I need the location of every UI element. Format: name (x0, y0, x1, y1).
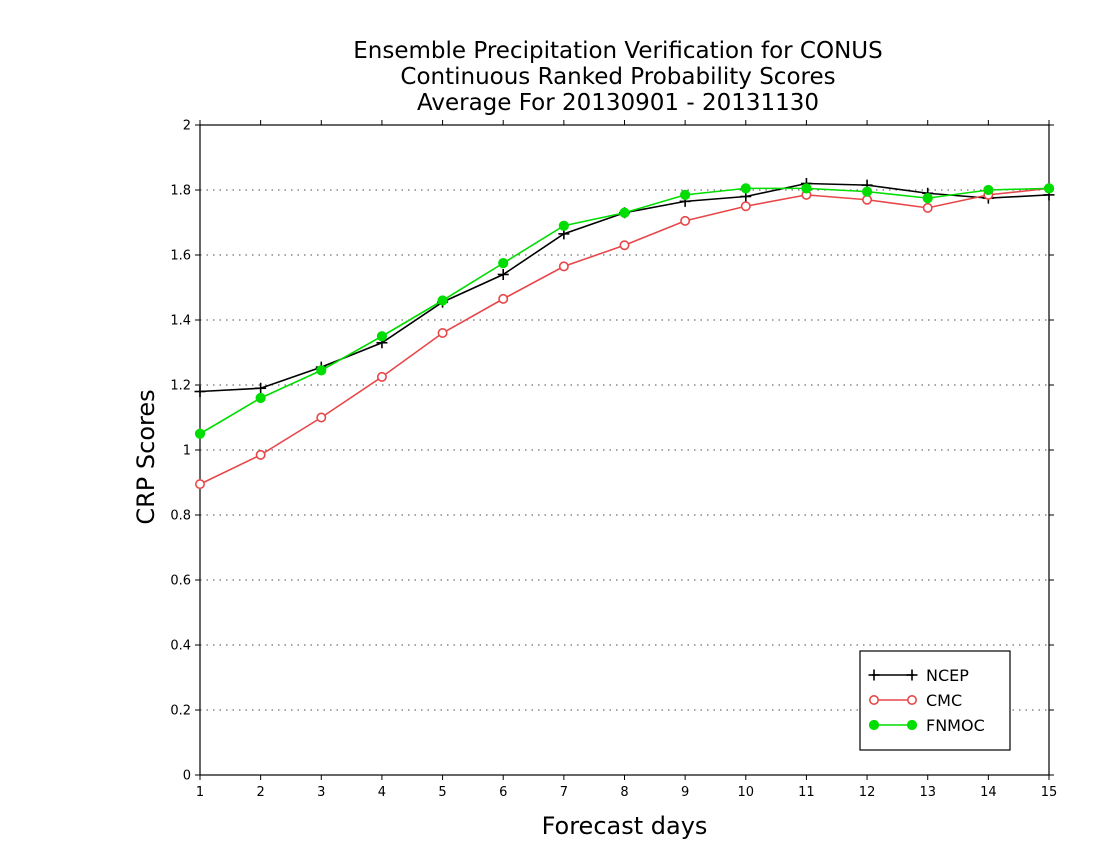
legend: NCEP CMC FNMOC (859, 650, 1011, 751)
x-tick-label: 10 (738, 785, 755, 800)
marker-open-circle (376, 371, 387, 382)
marker-open-circle (922, 202, 933, 213)
y-tick-label: 1.6 (170, 249, 191, 264)
marker-plus (868, 669, 880, 681)
legend-entry-cmc: CMC (868, 691, 962, 710)
x-tick-label: 3 (317, 785, 325, 800)
marker-plus (194, 386, 206, 397)
axis-ticks: 00.20.40.60.811.21.41.61.821 2 3 4 5 6 7 8 9 10 11… (170, 119, 1057, 801)
marker-filled-circle (498, 258, 509, 269)
x-tick-label: 2 (257, 785, 265, 800)
marker-filled-circle (906, 719, 918, 731)
marker-plus (906, 669, 918, 681)
marker-open-circle (255, 449, 266, 460)
marker-open-circle (680, 215, 691, 226)
marker-filled-circle (619, 207, 630, 218)
y-tick-label: 0.6 (170, 574, 191, 589)
marker-filled-circle (558, 220, 569, 231)
marker-filled-circle (801, 183, 812, 194)
marker-open-circle (498, 293, 509, 304)
legend-entry-ncep: NCEP (868, 666, 969, 685)
marker-open-circle (437, 327, 448, 338)
x-tick-label: 11 (798, 785, 815, 800)
series-line-fnmoc (199, 187, 1050, 435)
marker-filled-circle (740, 183, 751, 194)
marker-filled-circle (437, 295, 448, 306)
y-tick-label: 1.8 (170, 184, 191, 199)
marker-filled-circle (1043, 183, 1055, 194)
y-tick-label: 1.2 (170, 379, 191, 394)
series-line-cmc (199, 187, 1050, 485)
marker-filled-circle (194, 428, 206, 439)
marker-filled-circle (376, 331, 388, 342)
marker-filled-circle (861, 186, 873, 197)
chart-title-line: Ensemble Precipitation Verification for … (353, 38, 882, 64)
x-tick-label: 15 (1041, 785, 1058, 800)
marker-open-circle (619, 240, 630, 251)
x-tick-label: 5 (438, 785, 446, 800)
series-cmc (195, 183, 1055, 490)
marker-open-circle (558, 261, 569, 272)
y-tick-label: 2 (183, 119, 191, 134)
series-group (194, 178, 1055, 490)
x-tick-label: 4 (378, 785, 386, 800)
y-tick-label: 0 (183, 769, 191, 784)
x-tick-label: 9 (681, 785, 689, 800)
x-tick-label: 1 (196, 785, 204, 800)
marker-filled-circle (255, 392, 266, 404)
x-tick-label: 6 (499, 785, 507, 800)
y-tick-label: 0.8 (170, 509, 191, 524)
x-tick-label: 8 (620, 785, 628, 800)
y-tick-label: 1 (183, 444, 191, 459)
marker-filled-circle (680, 189, 691, 200)
marker-open-circle (740, 201, 751, 212)
chart-title-line: Continuous Ranked Probability Scores (400, 64, 835, 90)
marker-open-circle (868, 694, 879, 705)
marker-filled-circle (983, 184, 994, 196)
y-axis-title: CRP Scores (132, 389, 160, 524)
x-tick-label: 12 (859, 785, 876, 800)
x-tick-label: 14 (980, 785, 997, 800)
marker-filled-circle (316, 365, 327, 376)
marker-filled-circle (868, 719, 880, 731)
marker-plus (497, 269, 509, 280)
y-tick-label: 0.2 (170, 704, 191, 719)
marker-filled-circle (922, 193, 933, 204)
legend-label: CMC (926, 691, 962, 710)
x-tick-label: 7 (560, 785, 568, 800)
marker-open-circle (316, 412, 327, 423)
y-tick-label: 0.4 (170, 639, 191, 654)
chart-title-line: Average For 20130901 - 20131130 (417, 90, 819, 116)
x-axis-title: Forecast days (542, 812, 708, 840)
legend-label: NCEP (926, 666, 969, 685)
marker-open-circle (862, 194, 873, 205)
legend-label: FNMOC (926, 716, 985, 735)
marker-open-circle (195, 479, 206, 490)
chart-titles: Forecast days CRP Scores Ensemble Precipit… (132, 38, 883, 840)
marker-open-circle (906, 694, 917, 705)
legend-entry-fnmoc: FNMOC (868, 716, 985, 735)
x-tick-label: 13 (919, 785, 936, 800)
series-fnmoc (194, 183, 1055, 439)
marker-plus (255, 382, 267, 394)
y-tick-label: 1.4 (170, 314, 191, 329)
